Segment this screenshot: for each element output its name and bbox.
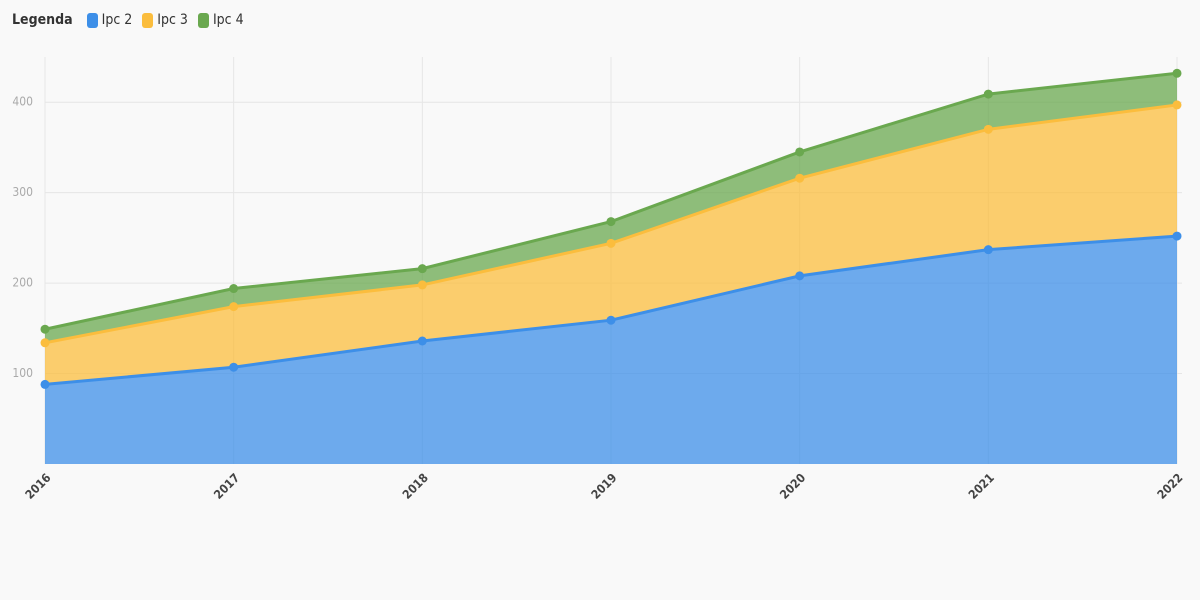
point: [606, 238, 616, 248]
y-tick-label: 200: [12, 276, 33, 290]
point: [1172, 231, 1182, 241]
legend-item[interactable]: Ipc 3: [138, 12, 188, 28]
point: [983, 89, 993, 99]
x-tick-label: 2020: [777, 471, 808, 502]
legend-title: Legenda: [12, 12, 73, 28]
point: [606, 315, 616, 325]
point: [40, 379, 50, 389]
area: [45, 236, 1177, 464]
x-tick-label: 2016: [22, 471, 53, 502]
legend-swatch: [197, 12, 209, 28]
point: [983, 245, 993, 255]
y-tick-label: 400: [12, 95, 33, 109]
point: [795, 173, 805, 183]
area: [45, 73, 1177, 343]
y-tick-label: 300: [12, 185, 33, 199]
x-tick-label: 2017: [211, 471, 242, 502]
legend-label: Ipc 2: [101, 12, 133, 28]
legend-item[interactable]: Ipc 2: [83, 12, 133, 28]
point: [417, 280, 427, 290]
point: [40, 324, 50, 334]
point: [417, 264, 427, 274]
x-tick-label: 2021: [966, 471, 997, 502]
legend-swatch: [86, 12, 98, 28]
point: [417, 336, 427, 346]
y-tick-label: 100: [12, 366, 33, 380]
x-tick-label: 2019: [588, 471, 619, 502]
point: [795, 147, 805, 157]
legend: Legenda Ipc 2 Ipc 3 Ipc 4: [12, 12, 244, 28]
x-tick-label: 2022: [1154, 471, 1185, 502]
point: [1172, 68, 1182, 78]
legend-item[interactable]: Ipc 4: [194, 12, 244, 28]
legend-label: Ipc 4: [212, 12, 244, 28]
point: [229, 302, 239, 312]
point: [983, 124, 993, 134]
point: [795, 271, 805, 281]
point: [1172, 100, 1182, 110]
legend-label: Ipc 3: [157, 12, 188, 28]
point: [229, 284, 239, 294]
point: [229, 362, 239, 372]
point: [606, 217, 616, 227]
x-tick-label: 2018: [400, 471, 431, 502]
legend-swatch: [142, 12, 154, 28]
point: [40, 338, 50, 348]
